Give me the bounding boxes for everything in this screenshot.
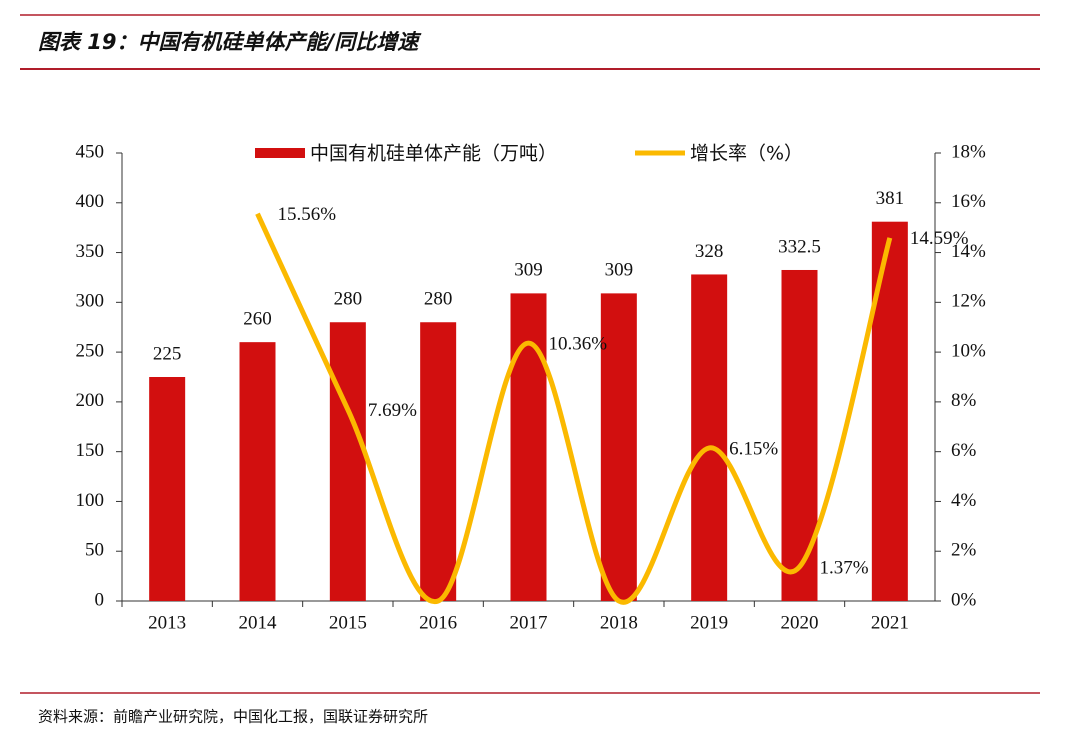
bar xyxy=(239,342,276,601)
x-tick-label: 2014 xyxy=(239,612,278,633)
x-tick-label: 2016 xyxy=(419,612,457,633)
source-note: 资料来源：前瞻产业研究院，中国化工报，国联证券研究所 xyxy=(38,708,428,726)
line-value-label: 15.56% xyxy=(278,204,337,225)
x-tick-label: 2021 xyxy=(871,612,909,633)
line-value-label: 6.15% xyxy=(729,438,778,459)
y-tick-label: 150 xyxy=(76,440,105,461)
x-tick-label: 2020 xyxy=(781,612,819,633)
y2-tick-label: 4% xyxy=(951,490,977,511)
x-tick-label: 2018 xyxy=(600,612,638,633)
x-tick-label: 2013 xyxy=(148,612,186,633)
y2-tick-label: 14% xyxy=(951,241,986,262)
bar xyxy=(329,322,366,601)
line-value-label: 1.37% xyxy=(820,557,869,578)
y-tick-label: 250 xyxy=(76,340,105,361)
y-tick-label: 0 xyxy=(95,589,105,610)
y-tick-label: 100 xyxy=(76,490,105,511)
y2-tick-label: 6% xyxy=(951,440,977,461)
bar xyxy=(420,322,457,601)
y-tick-label: 50 xyxy=(85,540,104,561)
x-tick-label: 2015 xyxy=(329,612,367,633)
y-tick-label: 200 xyxy=(76,390,105,411)
y2-tick-label: 12% xyxy=(951,291,986,312)
line-value-label: 7.69% xyxy=(368,400,417,421)
y-tick-label: 300 xyxy=(76,291,105,312)
bar xyxy=(781,269,818,601)
bar-value-label: 309 xyxy=(605,260,634,281)
bar-value-label: 280 xyxy=(424,289,453,310)
y-tick-label: 450 xyxy=(76,141,105,162)
bar-value-label: 280 xyxy=(334,289,363,310)
bar-value-label: 328 xyxy=(695,241,724,262)
y-tick-label: 400 xyxy=(76,191,105,212)
line-value-label: 14.59% xyxy=(910,228,969,249)
y2-tick-label: 10% xyxy=(951,340,986,361)
bar-value-label: 260 xyxy=(243,309,272,330)
bar-value-label: 332.5 xyxy=(778,236,821,257)
y2-tick-label: 8% xyxy=(951,390,977,411)
legend-swatch xyxy=(255,148,305,158)
bar xyxy=(691,274,728,601)
y2-tick-label: 16% xyxy=(951,191,986,212)
legend-label: 中国有机硅单体产能（万吨） xyxy=(310,143,557,165)
chart-title: 图表 19：中国有机硅单体产能/同比增速 xyxy=(38,30,422,54)
bar-value-label: 381 xyxy=(876,188,905,209)
y2-tick-label: 18% xyxy=(951,141,986,162)
bar-value-label: 309 xyxy=(514,260,543,281)
bar xyxy=(149,377,186,601)
line-value-label: 10.36% xyxy=(549,334,608,355)
legend-label: 增长率（%） xyxy=(690,143,803,165)
bar xyxy=(510,293,547,601)
x-tick-label: 2017 xyxy=(510,612,548,633)
line xyxy=(255,212,893,605)
bar-value-label: 225 xyxy=(153,343,182,364)
bar xyxy=(600,293,637,601)
y2-tick-label: 0% xyxy=(951,589,977,610)
x-tick-label: 2019 xyxy=(690,612,728,633)
y2-tick-label: 2% xyxy=(951,540,977,561)
y-tick-label: 350 xyxy=(76,241,105,262)
bar xyxy=(871,221,908,601)
